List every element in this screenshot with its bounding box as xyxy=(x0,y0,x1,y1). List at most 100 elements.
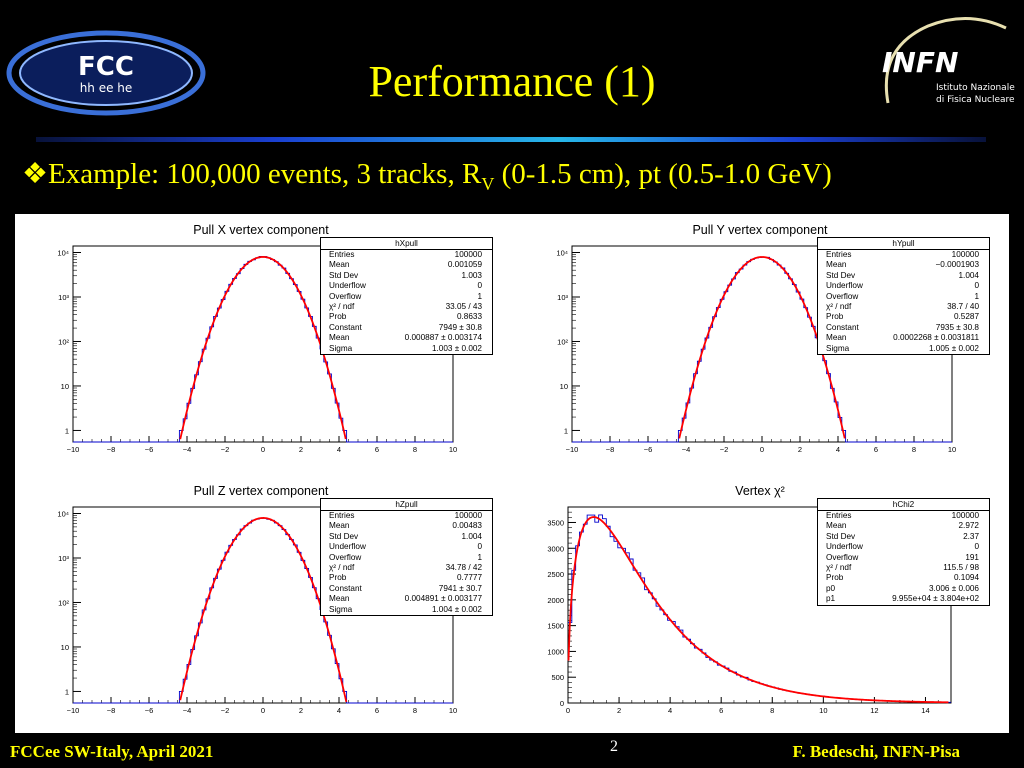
stats-row: Mean 0.001059 xyxy=(321,260,492,270)
stats-row-label: χ² / ndf xyxy=(826,563,852,573)
infn-logo-text: INFN xyxy=(882,46,958,79)
stats-row-value: 2.37 xyxy=(963,531,979,541)
stats-row-value: 0.000887 ± 0.003174 xyxy=(404,333,482,343)
pull-y-plot: Pull Y vertex component −10 −8 −6 −4 −2 0 2 4 6 8 1… xyxy=(514,214,1007,471)
stats-row-label: Mean xyxy=(826,521,847,531)
slide-subtitle: ❖Example: 100,000 events, 3 tracks, RV (… xyxy=(22,156,832,195)
x-tick-label: −10 xyxy=(67,706,80,715)
x-tick-label: 6 xyxy=(874,445,878,454)
fit-curve xyxy=(179,517,348,703)
y-tick-label: 10 xyxy=(560,382,568,391)
stats-row-label: Entries xyxy=(826,250,852,259)
stats-row-value: 0.00483 xyxy=(452,521,482,531)
x-tick-label: −6 xyxy=(145,445,154,454)
plots-panel: Pull X vertex component −10 −8 −6 −4 −2 0 2 4 6 8 1… xyxy=(15,214,1009,733)
stats-row-label: p1 xyxy=(826,594,836,604)
stats-row-label: Sigma xyxy=(329,343,353,353)
subtitle-prefix: Example: 100,000 events, 3 tracks, R xyxy=(48,158,482,190)
stats-row-label: Std Dev xyxy=(329,531,359,541)
x-tick-label: 6 xyxy=(375,706,379,715)
x-tick-label: −10 xyxy=(67,445,80,454)
y-tick-label: 10⁴ xyxy=(57,510,69,519)
x-tick-label: 10 xyxy=(819,706,827,715)
stats-row: Overflow 1 xyxy=(321,292,492,302)
stats-row-value: 1.003 ± 0.002 xyxy=(431,343,482,353)
stats-row: Prob 0.1094 xyxy=(818,573,989,583)
y-tick-label: 10 xyxy=(61,643,69,652)
stats-row-label: Std Dev xyxy=(826,270,856,280)
stats-row-label: Sigma xyxy=(826,343,850,353)
stats-row-value: 0 xyxy=(477,281,482,291)
stats-box: hXpull Entries 100000 Mean 0.001059 Std Dev 1.… xyxy=(320,237,493,356)
stats-row: Sigma 1.005 ± 0.002 xyxy=(818,344,989,354)
stats-row: p0 3.006 ± 0.006 xyxy=(818,584,989,594)
chart-svg: Pull X vertex component −10 −8 −6 −4 −2 0 2 4 6 8 1… xyxy=(57,223,457,454)
stats-box-name: hYpull xyxy=(818,238,989,250)
stats-row: Entries 100000 xyxy=(321,250,492,260)
stats-row-label: Underflow xyxy=(826,542,863,552)
stats-row-label: Entries xyxy=(329,511,355,520)
x-tick-label: −2 xyxy=(720,445,729,454)
stats-row-value: −0.0001903 xyxy=(935,260,979,270)
stats-row: Underflow 0 xyxy=(321,542,492,552)
stats-box-name: hChi2 xyxy=(818,499,989,511)
stats-row-label: χ² / ndf xyxy=(329,302,355,312)
y-tick-label: 10³ xyxy=(58,293,69,302)
stats-row-value: 1 xyxy=(974,291,979,301)
stats-row-value: 100000 xyxy=(454,511,482,520)
stats-row-value: 1.004 xyxy=(461,531,483,541)
stats-row: Sigma 1.004 ± 0.002 xyxy=(321,605,492,615)
stats-row: Mean 0.000887 ± 0.003174 xyxy=(321,333,492,343)
stats-row-label: Mean xyxy=(826,260,847,270)
stats-row-value: 7941 ± 30.7 xyxy=(438,583,482,593)
x-tick-label: 8 xyxy=(912,445,916,454)
x-tick-label: −10 xyxy=(566,445,579,454)
stats-row: Std Dev 1.004 xyxy=(818,271,989,281)
stats-row-value: 1.003 xyxy=(461,270,483,280)
chart-svg: Pull Z vertex component −10 −8 −6 −4 −2 0 2 4 6 8 1… xyxy=(57,484,457,715)
y-tick-label: 1 xyxy=(564,426,568,435)
y-tick-label: 1000 xyxy=(547,647,564,656)
x-tick-label: 2 xyxy=(299,445,303,454)
x-tick-label: 6 xyxy=(719,706,723,715)
stats-row: Underflow 0 xyxy=(818,542,989,552)
subtitle-suffix: (0-1.5 cm), pt (0.5-1.0 GeV) xyxy=(494,158,832,190)
stats-row-value: 3.006 ± 0.006 xyxy=(928,583,979,593)
y-tick-label: 0 xyxy=(560,699,564,708)
x-tick-label: 8 xyxy=(770,706,774,715)
stats-row: Std Dev 1.004 xyxy=(321,532,492,542)
y-tick-label: 10² xyxy=(58,337,69,346)
fcc-logo-text: FCC xyxy=(78,52,134,82)
stats-row: Mean 0.0002268 ± 0.0031811 xyxy=(818,333,989,343)
x-tick-label: 4 xyxy=(668,706,672,715)
y-tick-label: 10³ xyxy=(58,554,69,563)
stats-row-label: Std Dev xyxy=(826,531,856,541)
x-tick-label: 6 xyxy=(375,445,379,454)
y-tick-label: 1 xyxy=(65,687,69,696)
stats-row: Overflow 1 xyxy=(321,553,492,563)
x-tick-label: 0 xyxy=(261,706,265,715)
stats-row-value: 100000 xyxy=(951,511,979,520)
stats-row-value: 115.5 / 98 xyxy=(943,563,979,573)
stats-row: Mean 2.972 xyxy=(818,521,989,531)
pull-z-plot: Pull Z vertex component −10 −8 −6 −4 −2 0 2 4 6 8 1… xyxy=(15,475,508,732)
x-tick-label: 10 xyxy=(948,445,956,454)
x-tick-label: −8 xyxy=(606,445,615,454)
stats-row-label: Prob xyxy=(826,312,844,322)
stats-row: Mean −0.0001903 xyxy=(818,260,989,270)
x-tick-label: 10 xyxy=(449,706,457,715)
stats-row-label: Std Dev xyxy=(329,270,359,280)
x-tick-label: 2 xyxy=(798,445,802,454)
stats-box-name: hZpull xyxy=(321,499,492,511)
stats-row: Underflow 0 xyxy=(321,281,492,291)
y-tick-label: 10⁴ xyxy=(57,249,69,258)
y-tick-label: 1 xyxy=(65,426,69,435)
infn-logo: INFN Istituto Nazionale di Fisica Nuclea… xyxy=(882,17,1015,105)
y-tick-label: 2500 xyxy=(547,570,564,579)
x-tick-label: 4 xyxy=(337,706,341,715)
x-tick-label: 8 xyxy=(413,445,417,454)
stats-row-label: Sigma xyxy=(329,604,353,614)
stats-row-value: 100000 xyxy=(951,250,979,259)
stats-row-label: Mean xyxy=(826,333,847,343)
stats-row: Overflow 191 xyxy=(818,553,989,563)
